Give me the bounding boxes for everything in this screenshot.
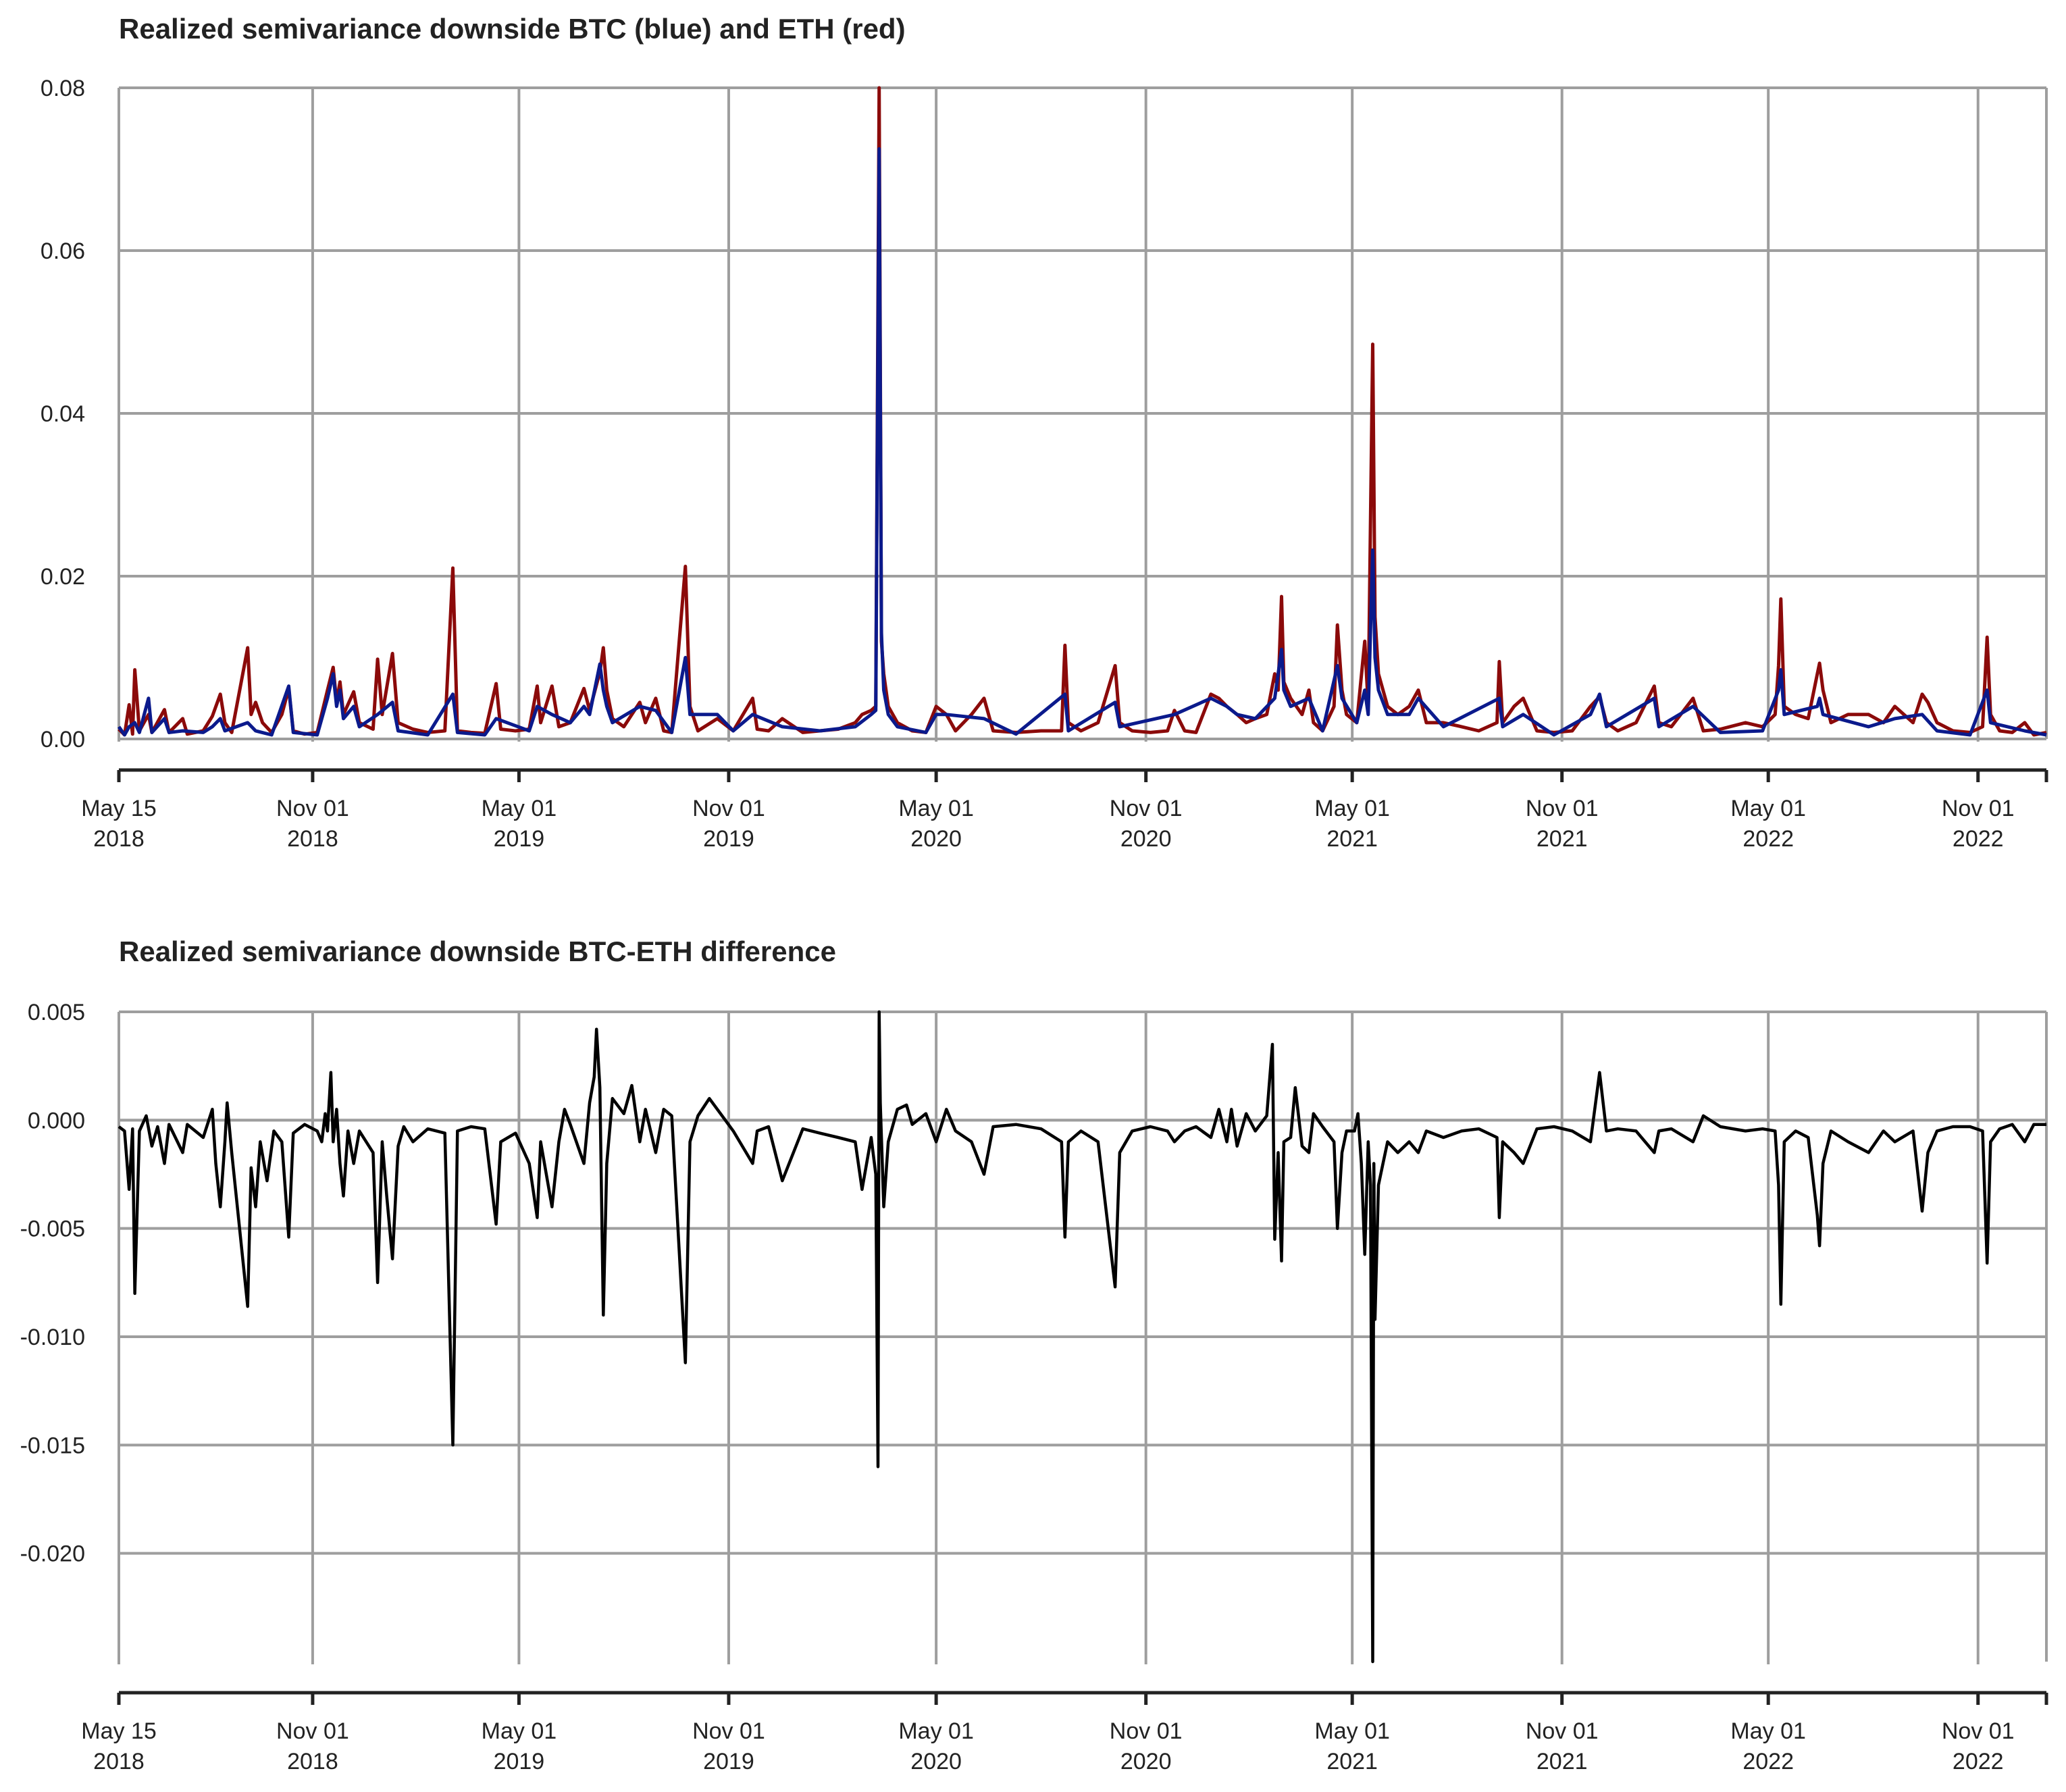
bottom-y-tick-label: -0.020 xyxy=(20,1541,85,1567)
bottom-x-tick-label: Nov 01 xyxy=(1942,1718,2015,1744)
bottom-x-tick-year: 2022 xyxy=(1742,1749,1794,1774)
top-x-tick-label: Nov 01 xyxy=(1942,796,2015,821)
bottom-x-tick-year: 2018 xyxy=(287,1749,338,1774)
top-x-tick-year: 2021 xyxy=(1326,826,1378,852)
bottom-x-tick-year: 2019 xyxy=(703,1749,754,1774)
bottom-x-tick-year: 2019 xyxy=(494,1749,545,1774)
top-series-btc-line xyxy=(117,147,2047,737)
bottom-x-tick-year: 2020 xyxy=(1120,1749,1172,1774)
bottom-grid xyxy=(118,1010,2048,1664)
top-x-tick-year: 2019 xyxy=(494,826,545,852)
bottom-x-tick-year: 2021 xyxy=(1536,1749,1588,1774)
bottom-x-tick-label: Nov 01 xyxy=(1526,1718,1599,1744)
top-y-tick-label: 0.08 xyxy=(41,76,85,101)
top-x-tick-label: May 15 xyxy=(81,796,157,821)
bottom-x-tick-year: 2021 xyxy=(1326,1749,1378,1774)
bottom-x-tick-year: 2018 xyxy=(93,1749,145,1774)
top-x-tick-year: 2022 xyxy=(1742,826,1794,852)
top-x-tick-label: Nov 01 xyxy=(692,796,765,821)
top-chart-panel: Realized semivariance downside BTC (blue… xyxy=(41,13,2048,852)
bottom-x-tick-label: May 01 xyxy=(482,1718,557,1744)
top-x-tick-year: 2020 xyxy=(910,826,962,852)
top-x-tick-label: May 01 xyxy=(1314,796,1390,821)
bottom-x-tick-year: 2020 xyxy=(910,1749,962,1774)
bottom-x-tick-label: May 01 xyxy=(898,1718,974,1744)
top-x-tick-year: 2018 xyxy=(287,826,338,852)
bottom-chart-panel: Realized semivariance downside BTC-ETH d… xyxy=(20,936,2048,1774)
top-y-tick-label: 0.06 xyxy=(41,238,85,264)
top-series-eth-line xyxy=(118,86,2047,737)
top-x-tick-label: May 01 xyxy=(1730,796,1806,821)
top-x-tick-year: 2019 xyxy=(703,826,754,852)
top-x-tick-year: 2020 xyxy=(1120,826,1172,852)
top-x-tick-year: 2018 xyxy=(93,826,145,852)
bottom-y-tick-label: 0.005 xyxy=(28,1000,85,1025)
bottom-x-tick-label: May 01 xyxy=(1314,1718,1390,1744)
top-chart-title: Realized semivariance downside BTC (blue… xyxy=(119,13,906,45)
top-x-tick-year: 2022 xyxy=(1953,826,2004,852)
top-x-tick-label: May 01 xyxy=(898,796,974,821)
bottom-chart-title: Realized semivariance downside BTC-ETH d… xyxy=(119,936,836,967)
bottom-x-tick-label: Nov 01 xyxy=(692,1718,765,1744)
bottom-x-tick-label: Nov 01 xyxy=(276,1718,349,1744)
bottom-y-tick-label: -0.005 xyxy=(20,1217,85,1242)
top-x-tick-label: Nov 01 xyxy=(1526,796,1599,821)
top-x-tick-label: Nov 01 xyxy=(1110,796,1183,821)
bottom-y-tick-label: -0.015 xyxy=(20,1433,85,1458)
top-x-tick-label: May 01 xyxy=(482,796,557,821)
bottom-x-tick-year: 2022 xyxy=(1953,1749,2004,1774)
top-y-tick-label: 0.02 xyxy=(41,564,85,590)
bottom-series-diff-line xyxy=(118,1010,2046,1664)
top-x-tick-year: 2021 xyxy=(1536,826,1588,852)
bottom-x-tick-label: May 15 xyxy=(81,1718,157,1744)
top-y-tick-label: 0.04 xyxy=(41,401,85,427)
bottom-x-tick-label: May 01 xyxy=(1730,1718,1806,1744)
top-y-tick-label: 0.00 xyxy=(41,727,85,752)
bottom-x-tick-label: Nov 01 xyxy=(1110,1718,1183,1744)
top-grid xyxy=(118,86,2048,742)
bottom-y-tick-label: 0.000 xyxy=(28,1108,85,1133)
bottom-y-tick-label: -0.010 xyxy=(20,1325,85,1350)
top-x-tick-label: Nov 01 xyxy=(276,796,349,821)
